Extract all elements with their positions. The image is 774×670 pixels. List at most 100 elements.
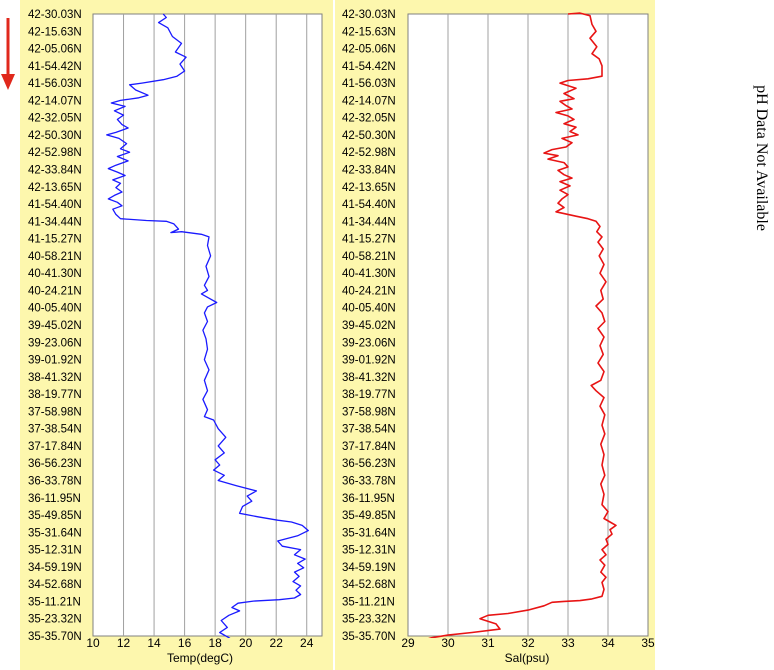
sal-x-tick-label: 31 [481, 636, 495, 650]
temp-x-tick-label: 24 [300, 636, 314, 650]
temp-position-label: 39-23.06N [28, 337, 82, 349]
temp-position-label: 42-05.06N [28, 44, 82, 56]
temp-position-label: 38-19.77N [28, 389, 82, 401]
sal-x-tick-label: 32 [521, 636, 535, 650]
sal-position-label: 40-05.40N [342, 303, 396, 315]
salinity-plot: 29 30 31 32 33 34 35 42-30.03N 42-15.63N 42-05.06… [342, 9, 655, 650]
sal-position-label: 42-50.30N [342, 130, 396, 142]
temp-position-label: 42-14.07N [28, 95, 82, 107]
sal-position-label: 39-01.92N [342, 355, 396, 367]
sal-x-tick-label: 34 [601, 636, 615, 650]
temp-position-label: 39-01.92N [28, 355, 82, 367]
temp-position-label: 38-41.32N [28, 372, 82, 384]
sal-position-label: 42-13.65N [342, 182, 396, 194]
temperature-panel: 10 12 14 16 18 20 22 24 42-30.03N 42-15.63N 42-05.… [20, 0, 333, 670]
temp-position-label: 42-32.05N [28, 113, 82, 125]
sal-position-label: 40-58.21N [342, 251, 396, 263]
temp-x-tick-label: 20 [239, 636, 253, 650]
sal-position-label: 38-41.32N [342, 372, 396, 384]
temp-position-label: 37-38.54N [28, 424, 82, 436]
sal-position-label: 35-11.21N [342, 596, 395, 608]
temp-position-label: 41-54.40N [28, 199, 82, 211]
sal-position-label: 42-05.06N [342, 44, 396, 56]
temp-position-label: 36-56.23N [28, 458, 82, 470]
temp-x-tick-label: 10 [86, 636, 100, 650]
temp-position-label: 42-52.98N [28, 147, 82, 159]
temp-position-label: 41-15.27N [28, 234, 82, 246]
temp-position-label: 36-11.95N [28, 493, 81, 505]
sal-position-label: 42-14.07N [342, 95, 396, 107]
temp-position-label: 41-56.03N [28, 78, 82, 90]
sal-position-label: 42-52.98N [342, 147, 396, 159]
sal-position-label: 36-11.95N [342, 493, 395, 505]
temp-position-label: 35-12.31N [28, 545, 82, 557]
sal-position-label: 37-38.54N [342, 424, 396, 436]
temp-position-label: 40-41.30N [28, 268, 82, 280]
temp-x-tick-label: 14 [147, 636, 161, 650]
temp-position-label: 40-05.40N [28, 303, 82, 315]
sal-position-label: 38-19.77N [342, 389, 396, 401]
temp-position-label: 40-58.21N [28, 251, 82, 263]
temp-position-label: 42-33.84N [28, 165, 82, 177]
sal-position-label: 39-45.02N [342, 320, 396, 332]
sal-x-tick-label: 30 [441, 636, 455, 650]
sal-position-label: 36-33.78N [342, 476, 396, 488]
sal-position-label: 34-59.19N [342, 562, 396, 574]
sal-x-tick-label: 33 [561, 636, 575, 650]
sal-position-label: 42-33.84N [342, 165, 396, 177]
sal-position-label: 35-31.64N [342, 527, 396, 539]
temperature-axis-title: Temp(degC) [167, 651, 233, 665]
temp-position-label: 42-50.30N [28, 130, 82, 142]
sal-position-label: 42-30.03N [342, 9, 396, 21]
temp-x-tick-label: 22 [270, 636, 284, 650]
temp-position-label: 39-45.02N [28, 320, 82, 332]
salinity-panel: 29 30 31 32 33 34 35 42-30.03N 42-15.63N 42-05.06… [335, 0, 655, 670]
temp-position-label: 42-15.63N [28, 26, 82, 38]
temp-position-label: 36-33.78N [28, 476, 82, 488]
sal-position-label: 37-58.98N [342, 406, 396, 418]
temp-position-label: 42-13.65N [28, 182, 82, 194]
temp-position-label: 37-17.84N [28, 441, 82, 453]
temp-x-tick-label: 18 [208, 636, 222, 650]
temp-position-label: 41-54.42N [28, 61, 82, 73]
temp-position-label: 35-11.21N [28, 596, 81, 608]
sal-series-line [428, 12, 617, 638]
ph-unavailable-note: pH Data Not Available [753, 85, 770, 231]
temperature-plot: 10 12 14 16 18 20 22 24 42-30.03N 42-15.63N 42-05.… [28, 9, 323, 650]
temp-position-label: 34-52.68N [28, 579, 82, 591]
sal-position-label: 40-41.30N [342, 268, 396, 280]
sal-position-label: 35-35.70N [342, 631, 396, 643]
travel-direction-arrow [1, 18, 15, 90]
temp-position-label: 41-34.44N [28, 216, 82, 228]
down-arrow-head [1, 74, 15, 90]
sal-x-tick-label: 35 [641, 636, 655, 650]
temp-series-line [106, 13, 309, 638]
temp-position-label: 35-23.32N [28, 614, 82, 626]
sal-position-label: 41-54.40N [342, 199, 396, 211]
sal-position-label: 36-56.23N [342, 458, 396, 470]
sal-position-label: 34-52.68N [342, 579, 396, 591]
temp-position-label: 35-31.64N [28, 527, 82, 539]
sal-position-label: 41-34.44N [342, 216, 396, 228]
sal-position-label: 37-17.84N [342, 441, 396, 453]
temp-position-label: 35-49.85N [28, 510, 82, 522]
sal-position-label: 35-12.31N [342, 545, 396, 557]
temp-position-label: 34-59.19N [28, 562, 82, 574]
temp-x-tick-label: 12 [117, 636, 131, 650]
sal-position-label: 42-15.63N [342, 26, 396, 38]
sal-x-tick-label: 29 [401, 636, 415, 650]
temp-x-tick-label: 16 [178, 636, 192, 650]
sal-position-label: 35-49.85N [342, 510, 396, 522]
sal-position-label: 42-32.05N [342, 113, 396, 125]
sal-position-label: 35-23.32N [342, 614, 396, 626]
temp-position-label: 42-30.03N [28, 9, 82, 21]
temp-position-label: 37-58.98N [28, 406, 82, 418]
sal-position-label: 41-56.03N [342, 78, 396, 90]
sal-position-label: 41-54.42N [342, 61, 396, 73]
temp-plot-area [92, 13, 323, 637]
temp-position-label: 35-35.70N [28, 631, 82, 643]
temp-position-label: 40-24.21N [28, 285, 82, 297]
sal-position-label: 41-15.27N [342, 234, 396, 246]
sal-position-label: 40-24.21N [342, 285, 396, 297]
